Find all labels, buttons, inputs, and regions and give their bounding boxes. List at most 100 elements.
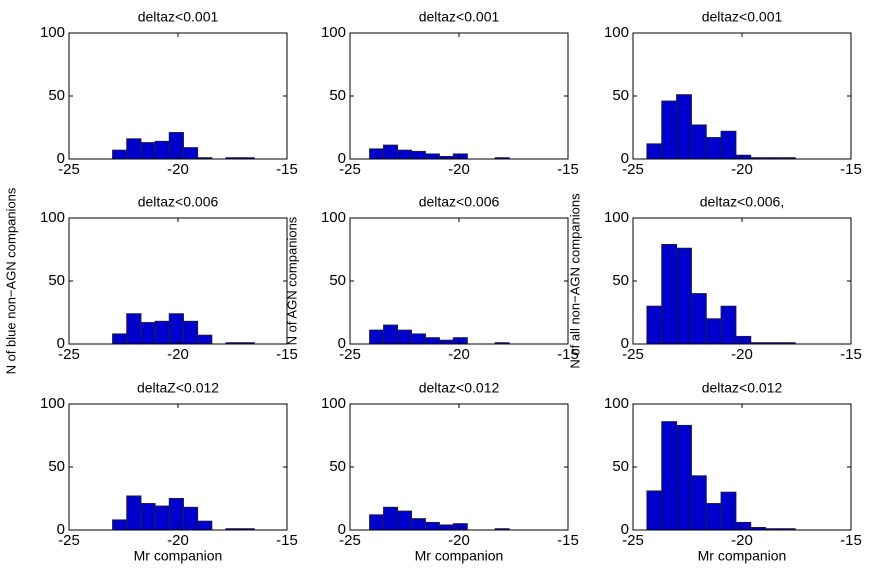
y-tick-label: 100 [321,395,346,412]
bar [182,147,199,160]
bar [112,333,128,345]
y-tick-label: 50 [48,87,65,104]
x-tick-label: -15 [276,532,298,549]
bar [168,313,184,345]
bar [383,144,399,160]
bar [410,518,426,531]
bar [735,154,752,160]
bar [397,329,412,345]
x-tick-label: -25 [339,346,361,363]
bar [676,247,692,345]
bar [126,313,142,345]
bar [154,140,170,160]
y-tick-label: 100 [40,395,65,412]
chart-title: deltaz<0.001 [702,9,783,25]
bar [140,142,156,160]
bar [452,153,468,160]
bar [661,243,678,345]
bar [438,524,454,531]
y-tick-label: 0 [57,150,65,167]
bar [690,124,707,160]
y-tick-label: 0 [338,521,346,538]
bar [140,322,156,345]
bar [369,148,385,160]
x-tick-label: -15 [276,346,298,363]
bar [720,491,737,531]
bar [705,503,722,531]
x-tick-label: -25 [339,532,361,549]
bar [735,335,752,345]
y-tick-label: 0 [621,335,629,352]
y-tick-label: 100 [40,209,65,226]
bar [112,519,128,531]
x-tick-label: -25 [622,161,644,178]
y-tick-label: 50 [329,458,346,475]
x-tick-label: -25 [58,161,80,178]
bar [397,149,412,160]
chart-title: deltaz<0.006 [419,194,500,210]
x-tick-label: -25 [622,532,644,549]
bar [140,503,156,531]
x-tick-label: -25 [58,532,80,549]
y-tick-label: 100 [604,24,629,41]
x-tick-label: -20 [448,161,470,178]
x-tick-label: -25 [339,161,361,178]
bar [661,421,678,531]
chart-title: deltaz<0.012 [702,380,783,396]
x-tick-label: -20 [448,346,470,363]
x-tick-label: -15 [557,346,579,363]
bar [410,333,426,345]
y-tick-label: 50 [612,272,629,289]
bar [646,490,663,531]
x-tick-label: -15 [557,532,579,549]
bar [720,130,737,160]
x-tick-label: -20 [731,346,753,363]
bar [197,334,213,345]
bar [690,293,707,345]
x-tick-label: -20 [448,532,470,549]
y-axis-label: N of all non−AGN companions [567,193,582,369]
bar [126,138,142,160]
x-tick-label: -15 [840,346,862,363]
axes-frame [349,403,569,531]
bar [646,305,663,345]
y-tick-label: 0 [621,150,629,167]
chart-title: deltaz<0.001 [419,9,500,25]
y-tick-label: 0 [621,521,629,538]
bar [705,137,722,160]
y-tick-label: 50 [329,272,346,289]
bar [705,318,722,345]
y-tick-label: 50 [329,87,346,104]
y-tick-label: 0 [338,335,346,352]
bar [676,424,692,531]
x-tick-label: -20 [167,532,189,549]
x-tick-label: -15 [557,161,579,178]
bar [452,337,468,345]
bar [720,305,737,345]
x-axis-label: Mr companion [698,548,787,564]
bar [112,149,128,160]
bar [383,324,399,345]
bar [369,514,385,531]
bar [154,505,170,531]
y-axis-label: N of blue non−AGN companions [3,187,18,374]
bar [646,143,663,160]
bar [383,506,399,531]
axes-frame [349,217,569,345]
bar [735,521,752,531]
bar [168,498,184,531]
y-tick-label: 100 [321,209,346,226]
chart-title: deltaz<0.006 [138,194,219,210]
bar [397,510,412,531]
y-tick-label: 50 [612,87,629,104]
x-tick-label: -15 [840,532,862,549]
y-axis-label: N of AGN companions [284,216,299,345]
chart-title: deltaz<0.012 [419,380,500,396]
bar [182,506,199,531]
y-tick-label: 0 [338,150,346,167]
bar [369,329,385,345]
y-tick-label: 100 [40,24,65,41]
y-tick-label: 50 [612,458,629,475]
y-tick-label: 50 [48,458,65,475]
